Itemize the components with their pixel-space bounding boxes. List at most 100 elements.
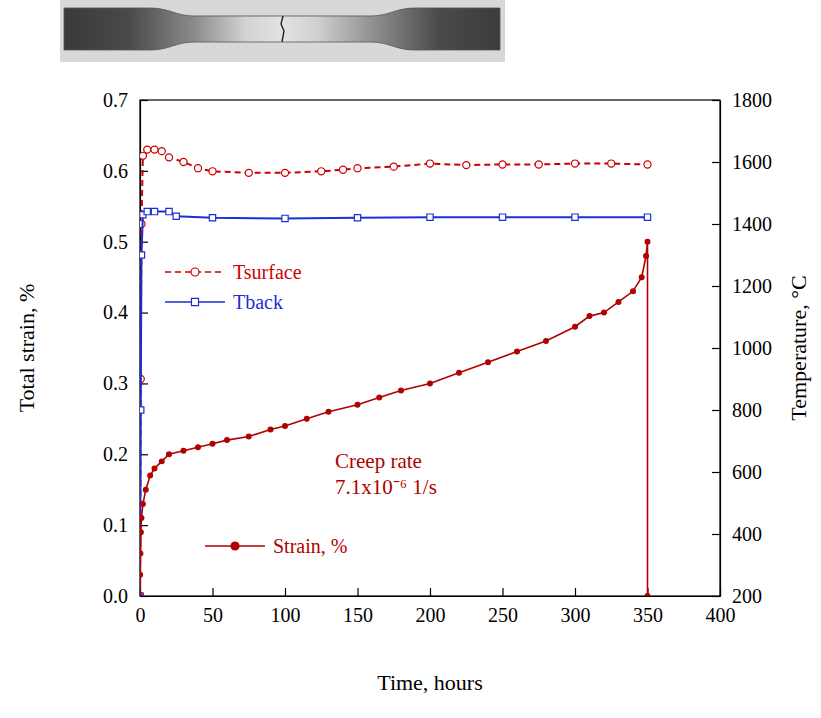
tick: 100	[271, 588, 301, 626]
marker	[141, 501, 146, 506]
series-line	[140, 242, 648, 596]
tick-label: 1400	[732, 213, 772, 235]
x-axis-title: Time, hours	[377, 670, 483, 695]
marker	[140, 530, 143, 535]
tick: 0.6	[103, 160, 148, 182]
tick-label: 300	[561, 604, 591, 626]
marker	[143, 487, 148, 492]
legend-marker	[191, 298, 198, 305]
y2-axis-title: Temperature, °C	[786, 275, 811, 420]
legend-label: Strain, %	[273, 535, 347, 557]
series	[140, 239, 650, 596]
specimen	[64, 8, 500, 50]
tick-label: 350	[633, 604, 663, 626]
tick-mark	[712, 100, 720, 101]
tick-label: 0.2	[103, 443, 128, 465]
marker	[173, 213, 179, 219]
marker	[304, 416, 309, 421]
tick-label: 50	[203, 604, 223, 626]
tick-label: 250	[488, 604, 518, 626]
marker	[180, 158, 187, 165]
tick: 600	[712, 461, 762, 483]
tick-mark	[430, 588, 431, 596]
tick-label: 0.3	[103, 372, 128, 394]
marker	[544, 339, 549, 344]
marker	[573, 324, 578, 329]
marker	[644, 253, 649, 258]
tick-label: 600	[732, 461, 762, 483]
legend-label: Tback	[233, 291, 283, 313]
tick-mark	[712, 286, 720, 287]
tick-label: 1200	[732, 275, 772, 297]
tick-label: 400	[732, 523, 762, 545]
marker	[463, 162, 470, 169]
y2-axis: 20040060080010001200140016001800	[712, 89, 772, 607]
tick-label: 0.7	[103, 89, 128, 111]
tick-mark	[712, 348, 720, 349]
tick: 0.7	[103, 89, 148, 111]
marker	[572, 214, 578, 220]
tick-label: 200	[732, 585, 762, 607]
marker	[399, 388, 404, 393]
tick-mark	[357, 588, 358, 596]
marker	[644, 161, 651, 168]
tick-mark	[212, 588, 213, 596]
marker	[426, 160, 433, 167]
tick: 200	[416, 588, 446, 626]
x-axis: 050100150200250300350400	[136, 588, 736, 626]
marker	[354, 165, 361, 172]
marker	[151, 146, 158, 153]
marker	[587, 314, 592, 319]
marker	[245, 169, 252, 176]
marker	[283, 424, 288, 429]
marker	[499, 161, 506, 168]
marker	[631, 289, 636, 294]
legend: Tsurface Tback Strain, %	[165, 261, 347, 557]
legend-entry: Tsurface	[165, 261, 302, 283]
tick-label: 0.4	[103, 301, 128, 323]
marker	[167, 452, 172, 457]
tick-mark	[712, 596, 720, 597]
tick-mark	[712, 162, 720, 163]
tick-label: 800	[732, 399, 762, 421]
marker	[165, 154, 172, 161]
marker	[144, 208, 150, 214]
marker	[209, 215, 215, 221]
marker	[225, 438, 230, 443]
marker	[457, 370, 462, 375]
tick: 350	[633, 588, 663, 626]
legend-label: Tsurface	[233, 261, 302, 283]
marker	[644, 214, 650, 220]
tick-mark	[712, 224, 720, 225]
tick: 250	[488, 588, 518, 626]
tick-label: 1600	[732, 151, 772, 173]
tick-mark	[285, 588, 286, 596]
marker	[140, 593, 143, 596]
marker	[159, 459, 164, 464]
tick: 1800	[712, 89, 772, 111]
marker	[140, 252, 145, 258]
marker	[151, 208, 157, 214]
marker	[210, 441, 215, 446]
marker	[194, 165, 201, 172]
tick-mark	[712, 410, 720, 411]
series	[140, 208, 651, 596]
marker	[318, 168, 325, 175]
marker	[377, 395, 382, 400]
tick-label: 0.5	[103, 231, 128, 253]
tick-mark	[712, 472, 720, 473]
marker	[196, 445, 201, 450]
chart: 0501001502002503003504000.00.10.20.30.40…	[0, 0, 821, 718]
marker	[140, 572, 143, 577]
marker	[608, 160, 615, 167]
series-line	[140, 212, 648, 596]
marker	[281, 169, 288, 176]
marker	[645, 239, 650, 244]
marker	[354, 215, 360, 221]
tick: 50	[203, 588, 223, 626]
tick-label: 200	[416, 604, 446, 626]
marker	[645, 594, 650, 596]
marker	[166, 208, 172, 214]
legend-entry: Tback	[165, 291, 283, 313]
marker	[209, 168, 216, 175]
